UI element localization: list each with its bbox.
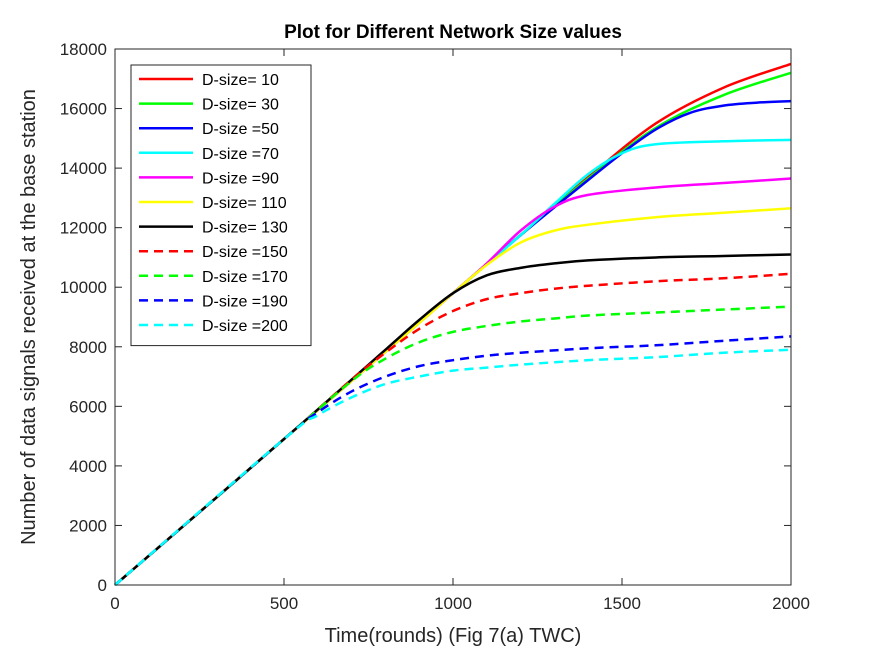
legend-label: D-size =200 — [202, 318, 288, 335]
legend-label: D-size =170 — [202, 269, 288, 286]
x-tick-label: 0 — [110, 594, 119, 613]
x-tick-label: 500 — [270, 594, 298, 613]
legend: D-size= 10 D-size= 30 D-size =50 D-size =70… — [130, 64, 312, 347]
legend-label: D-size= 10 — [202, 72, 279, 89]
x-axis-label: Time(rounds) (Fig 7(a) TWC) — [325, 625, 582, 647]
y-tick-label: 0 — [98, 576, 107, 595]
y-tick-label: 4000 — [69, 457, 107, 476]
legend-label: D-size =70 — [202, 146, 279, 163]
legend-label: D-size= 30 — [202, 97, 279, 114]
series-layer — [114, 62, 792, 586]
legend-label: D-size =150 — [202, 244, 288, 261]
series-line-10 — [114, 335, 792, 586]
y-tick-label: 18000 — [60, 40, 107, 59]
legend-box — [130, 64, 312, 347]
x-tick-label: 1500 — [603, 594, 641, 613]
y-axis-label: Number of data signals received at the b… — [18, 89, 40, 545]
chart-title: Plot for Different Network Size values — [284, 22, 622, 43]
legend-label: D-size =90 — [202, 170, 279, 187]
y-tick-label: 16000 — [60, 100, 107, 119]
y-tick-label: 6000 — [69, 397, 107, 416]
y-tick-label: 14000 — [60, 159, 107, 178]
legend-label: D-size =50 — [202, 121, 279, 138]
legend-label: D-size =190 — [202, 293, 288, 310]
y-tick-label: 10000 — [60, 278, 107, 297]
y-tick-label: 2000 — [69, 516, 107, 535]
y-tick-label: 8000 — [69, 338, 107, 357]
ticks-layer: 0 500 1000 1500 2000 0 2000 4000 6000 8000 10000 12… — [60, 40, 810, 613]
legend-label: D-size= 130 — [202, 220, 288, 237]
x-tick-label: 1000 — [434, 594, 472, 613]
x-tick-label: 2000 — [772, 594, 810, 613]
series-line-9 — [114, 305, 792, 586]
legend-label: D-size= 110 — [202, 195, 287, 212]
y-tick-label: 12000 — [60, 219, 107, 238]
